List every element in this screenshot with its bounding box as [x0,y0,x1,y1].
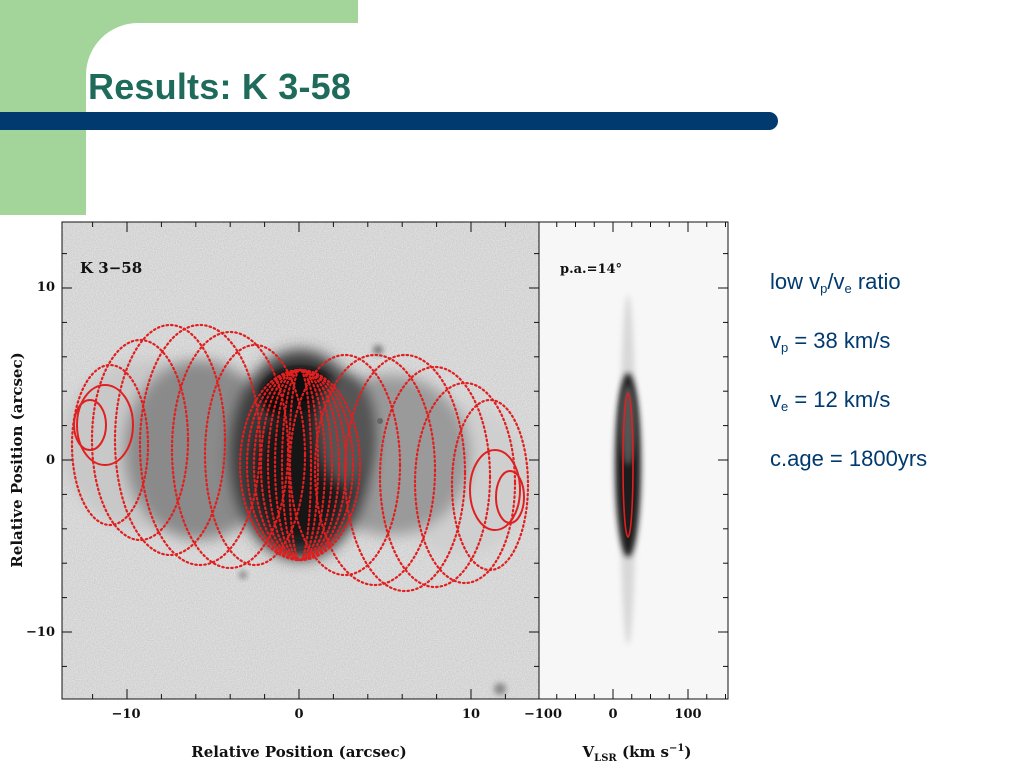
model-ellipse [413,381,517,585]
axis-ticks [62,222,728,699]
result-item: low vp/ve ratio [770,269,901,296]
model-ellipse [138,323,262,567]
model-ellipses [70,323,530,593]
subscript: e [781,399,789,414]
green-side-block [0,0,86,215]
model-ellipse [450,398,530,572]
model-ellipse [73,399,107,451]
x-axis-title: Relative Position (arcsec) [191,743,406,761]
model-ellipse [469,449,521,531]
pv-x-tick-label: −100 [524,707,562,722]
figure: K 3−58 p.a.=14° 10 0 −10 −10 0 10 −100 0… [8,221,729,764]
x-tick-label: 0 [294,707,303,722]
y-tick-label: −10 [26,625,55,640]
model-ellipse [378,365,492,589]
result-item: c.age = 1800yrs [770,446,928,471]
pv-x-axis-title: VLSR (km s−1) [582,743,692,764]
model-ellipse [288,353,402,577]
model-ellipse [113,323,227,557]
results-list: low vp/ve ratio vp = 38 km/s ve = 12 km/s c… [770,256,927,485]
model-ellipse [170,330,290,570]
pv-x-tick-label: 100 [674,707,701,722]
result-item: vp = 38 km/s [770,328,891,355]
model-ellipse [70,363,150,527]
subscript: p [781,340,789,355]
nebula-image [62,222,539,699]
pv-model-ellipse [622,392,634,538]
model-ellipse [76,384,134,466]
model-ellipse [343,353,467,593]
model-ellipse [313,353,437,587]
object-label: K 3−58 [80,259,142,277]
y-tick-label: 0 [46,453,55,468]
subscript: p [820,281,828,296]
pv-x-tick-label: 0 [608,707,617,722]
x-tick-label: −10 [112,707,141,722]
model-ellipse [495,470,525,524]
slide-title: Results: K 3-58 [88,66,352,107]
result-item: ve = 12 km/s [770,387,891,414]
title-underline-bar [0,112,778,130]
position-angle-label: p.a.=14° [560,262,622,277]
model-ellipse [203,343,307,567]
subscript: e [844,281,852,296]
y-tick-label: 10 [37,280,55,295]
model-ellipse [90,338,190,542]
x-tick-label: 10 [462,707,480,722]
y-axis-title: Relative Position (arcsec) [8,352,26,567]
pv-image [539,222,728,699]
